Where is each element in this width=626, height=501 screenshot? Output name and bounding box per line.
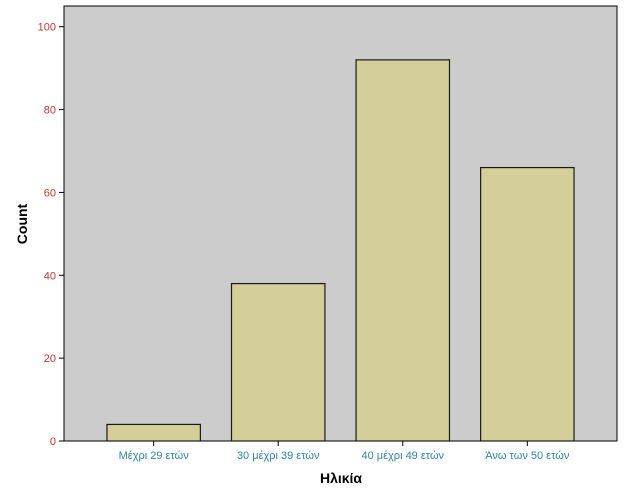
x-tick-label: Άνω των 50 ετών <box>485 450 570 462</box>
bar <box>106 423 201 442</box>
x-tick-label: 40 μέχρι 49 ετών <box>362 450 445 462</box>
y-tick-label: 100 <box>38 22 56 34</box>
y-tick-label: 20 <box>44 353 56 365</box>
x-axis: Μέχρι 29 ετών 30 μέχρι 39 ετών 40 μέχρι 49… <box>119 441 570 462</box>
y-tick-label: 40 <box>44 270 56 282</box>
x-axis-title: Ηλικία <box>320 470 362 486</box>
x-tick-label: Μέχρι 29 ετών <box>119 450 190 462</box>
x-tick-label: 30 μέχρι 39 ετών <box>237 450 320 462</box>
bar <box>480 166 575 442</box>
bar <box>230 282 326 442</box>
y-axis: 0 20 40 60 80 100 <box>38 22 64 448</box>
bar <box>355 59 451 442</box>
bars <box>106 59 575 442</box>
y-tick-label: 60 <box>44 187 56 199</box>
y-tick-label: 0 <box>50 436 56 448</box>
y-axis-title: Count <box>14 203 30 244</box>
y-tick-label: 80 <box>44 105 56 117</box>
